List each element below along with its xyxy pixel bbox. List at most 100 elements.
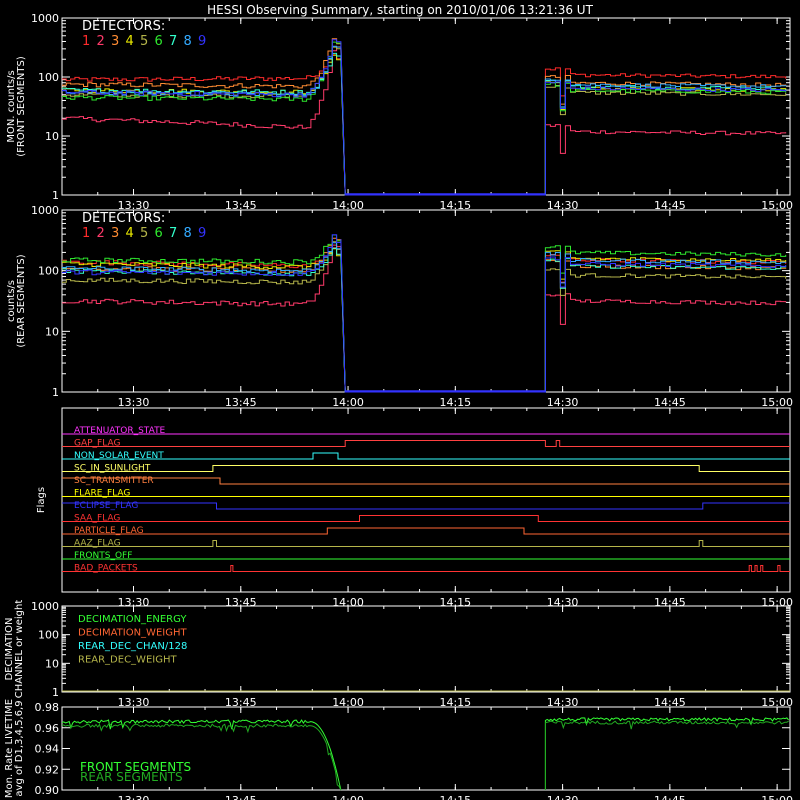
flag-label-flare-flag: FLARE_FLAG <box>74 489 130 499</box>
decimation-panel: 13:30 13:45 14:00 14:15 14:30 14:45 15:00 1 10 10… <box>4 600 793 709</box>
x-tick-label: 14:15 <box>439 696 471 709</box>
y-axis-label: MON. counts/s <box>6 70 17 142</box>
y-axis-label: (REAR SEGMENTS) <box>16 254 27 347</box>
x-tick-label: 14:30 <box>547 396 579 409</box>
flag-line-eclipse-flag <box>62 502 790 510</box>
livetime-legend-0: FRONT SEGMENTS <box>80 760 191 774</box>
legend-item-1: 1 <box>82 34 90 49</box>
legend-item-1: 1 <box>82 226 90 241</box>
flag-label-fronts-off: FRONTS_OFF <box>74 551 132 561</box>
y-tick-label: 10 <box>45 130 59 143</box>
x-tick-label: 13:30 <box>118 199 150 212</box>
legend-item-2: 2 <box>97 34 105 49</box>
livetime-front-pre <box>61 719 342 791</box>
legend-item-3: 3 <box>111 226 119 241</box>
y-tick-label: 10 <box>45 657 59 670</box>
legend-item-4: 4 <box>126 226 134 241</box>
x-tick-label: 14:45 <box>654 199 686 212</box>
detector-9-line <box>62 39 787 196</box>
legend-item-9: 9 <box>198 34 206 49</box>
x-tick-label: 14:00 <box>332 696 364 709</box>
y-tick-label: 0.90 <box>35 784 60 797</box>
y-tick-label: 0.92 <box>35 763 60 776</box>
legend-item-2: 2 <box>97 226 105 241</box>
legend-item-3: 3 <box>111 34 119 49</box>
x-tick-label: 14:30 <box>547 696 579 709</box>
panel-frame <box>61 605 791 693</box>
legend-item-7: 7 <box>169 226 177 241</box>
x-tick-label: 14:15 <box>439 794 471 800</box>
x-tick-label: 13:30 <box>118 396 150 409</box>
flag-label-gap-flag: GAP_FLAG <box>74 439 120 449</box>
x-tick-label: 15:00 <box>761 794 793 800</box>
y-tick-label: 1 <box>52 386 59 399</box>
flag-line-bad-packets <box>62 565 790 572</box>
y-tick-label: 1000 <box>31 600 59 613</box>
detector-2-line <box>62 46 787 196</box>
detector-8-line <box>62 242 787 393</box>
x-tick-label: 13:45 <box>225 199 257 212</box>
x-tick-label: 14:45 <box>654 794 686 800</box>
y-tick-label: 1 <box>52 189 59 202</box>
flags-panel: 13:30 13:45 14:00 14:15 14:30 14:45 15:00Flags… <box>36 407 793 609</box>
x-tick-label: 15:00 <box>761 396 793 409</box>
y-axis-label: (FRONT SEGMENTS) <box>16 56 27 157</box>
x-tick-label: 13:30 <box>118 696 150 709</box>
x-tick-label: 13:45 <box>225 696 257 709</box>
x-tick-label: 13:30 <box>118 794 150 800</box>
livetime-legend-1: REAR SEGMENTS <box>80 770 183 784</box>
x-tick-label: 14:45 <box>654 696 686 709</box>
detector-4-line <box>62 248 787 393</box>
flag-label-sc-transmitter: SC_TRANSMITTER <box>74 476 154 486</box>
legend-title: DETECTORS: <box>82 19 165 34</box>
y-tick-label: 0.94 <box>35 743 60 756</box>
detector-2-line <box>62 244 787 393</box>
rear-panel: 13:30 13:45 14:00 14:15 14:30 14:45 15:00 1 10 10… <box>6 204 793 409</box>
y-axis-label: counts/s <box>6 280 17 322</box>
y-tick-label: 1000 <box>31 12 59 25</box>
y-tick-label: 0.96 <box>35 722 60 735</box>
decimation-legend-1: DECIMATION_WEIGHT <box>78 628 187 639</box>
detector-7-line <box>62 52 787 196</box>
detector-6-line <box>62 41 787 196</box>
flag-label-particle-flag: PARTICLE_FLAG <box>74 526 144 536</box>
legend-item-5: 5 <box>140 226 148 241</box>
flag-label-sc-in-sunlight: SC_IN_SUNLIGHT <box>74 464 151 474</box>
decimation-legend-3: REAR_DEC_WEIGHT <box>78 655 177 666</box>
legend-item-6: 6 <box>155 34 163 49</box>
x-tick-label: 14:30 <box>547 794 579 800</box>
flag-label-saa-flag: SAA_FLAG <box>74 514 120 524</box>
legend-item-6: 6 <box>155 226 163 241</box>
livetime-front-post <box>544 717 789 790</box>
x-tick-label: 13:45 <box>225 794 257 800</box>
y-axis-label: CHANNEL or weight <box>14 600 25 699</box>
y-tick-label: 1 <box>52 686 59 699</box>
detector-6-line <box>62 234 787 393</box>
detector-5-line <box>62 241 787 393</box>
detector-1-line <box>62 54 787 196</box>
legend-item-8: 8 <box>184 226 192 241</box>
x-tick-label: 14:30 <box>547 199 579 212</box>
flag-label-eclipse-flag: ECLIPSE_FLAG <box>74 501 138 511</box>
livetime-panel: 13:30 13:45 14:00 14:15 14:30 14:45 15:00 Mon. … <box>4 699 793 800</box>
panel-frame <box>61 407 791 593</box>
x-tick-label: 15:00 <box>761 199 793 212</box>
flag-line-sc-in-sunlight <box>62 465 790 472</box>
legend-item-4: 4 <box>126 34 134 49</box>
flag-line-saa-flag <box>62 515 790 522</box>
flag-label-aaz-flag: AAZ_FLAG <box>74 539 121 549</box>
x-tick-label: 14:00 <box>332 396 364 409</box>
legend-item-7: 7 <box>169 34 177 49</box>
x-tick-label: 13:45 <box>225 396 257 409</box>
flag-label-attenuator-state: ATTENUATOR_STATE <box>74 426 166 436</box>
livetime-rear-pre <box>61 723 342 791</box>
decimation-legend-2: REAR_DEC_CHAN/128 <box>78 641 187 652</box>
x-tick-label: 14:00 <box>332 794 364 800</box>
x-tick-label: 15:00 <box>761 696 793 709</box>
figure-title: HESSI Observing Summary, starting on 201… <box>207 3 593 17</box>
legend-item-8: 8 <box>184 34 192 49</box>
flag-label-bad-packets: BAD_PACKETS <box>74 564 138 574</box>
flag-label-non-solar-event: NON_SOLAR_EVENT <box>74 451 164 461</box>
legend-title: DETECTORS: <box>82 211 165 226</box>
